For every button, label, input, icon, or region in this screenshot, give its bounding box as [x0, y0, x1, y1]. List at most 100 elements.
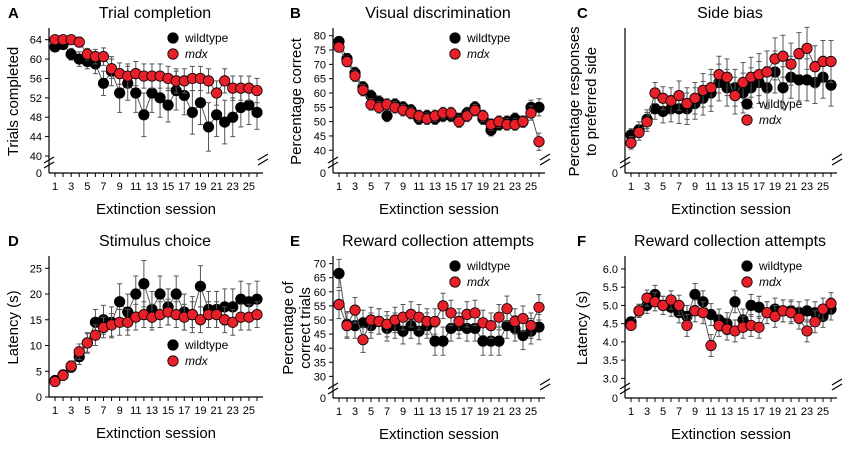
panel-d-legend-mdx-marker: [167, 355, 179, 367]
panel-d-mdx-point: [122, 316, 134, 328]
panel-b-x-tick-label: 7: [384, 181, 390, 193]
panel-a-title: Trial completion: [99, 5, 211, 22]
panel-b-x-tick-label: 9: [400, 181, 406, 193]
panel-e-y-tick-label: 40: [314, 343, 326, 355]
panel-f-y-tick-label: 3.5: [603, 355, 618, 367]
panel-f-mdx-point: [817, 303, 829, 315]
panel-a-legend-mdx-marker: [167, 48, 179, 60]
panel-c-x-axis-label: Extinction session: [671, 201, 791, 218]
panel-e-legend-wildtype-label: wildtype: [466, 259, 511, 273]
panel-a-wildtype-point: [219, 116, 231, 128]
panel-e-wildtype-point: [333, 267, 345, 280]
panel-c-mdx-point: [737, 76, 749, 89]
panel-f-x-tick-label: 25: [817, 406, 829, 418]
panel-b-mdx-point: [525, 107, 537, 119]
panel-f-title: Reward collection attempts: [634, 233, 826, 250]
panel-c-x-tick-label: 21: [785, 181, 797, 193]
panel-c-mdx-point: [681, 97, 693, 110]
panel-d-mdx-point: [65, 360, 77, 372]
panel-d-label: D: [8, 233, 19, 250]
panel-e-x-tick-label: 1: [336, 406, 342, 418]
panel-b-y-break-a: [327, 156, 339, 164]
panel-d-y-tick-label: 20: [30, 289, 42, 301]
panel-f-x-tick-label: 7: [676, 406, 682, 418]
panel-c-legend-wildtype-marker: [741, 98, 753, 110]
panel-e-x-tick-label: 5: [368, 406, 374, 418]
panel-d-mdx-point: [227, 316, 239, 328]
panel-d-mdx-point: [49, 375, 61, 388]
panel-a-x-tick-label: 15: [162, 181, 174, 193]
panel-a-mdx-point: [97, 51, 110, 63]
panel-d-mdx-point: [211, 309, 223, 321]
panel-d-x-tick-label: 19: [194, 405, 206, 417]
panel-a-x-tick-label: 9: [117, 181, 123, 193]
panel-d-x-tick-label: 11: [130, 405, 141, 417]
panel-b-x-tick-label: 11: [413, 181, 424, 193]
panel-f-mdx-point: [801, 325, 813, 337]
panel-b-y-tick-label: 50: [314, 117, 326, 129]
panel-f-y-tick-label: 4.0: [603, 337, 618, 349]
panel-a-y-tick-label: 40: [30, 151, 42, 163]
panel-b-y-tick-label: 75: [314, 45, 326, 57]
panel-e: E Reward collection attempts3035404550556…: [280, 233, 551, 443]
panel-e-legend-wildtype-marker: [449, 260, 461, 272]
panel-b-y-axis-label: Percentage correct: [288, 37, 305, 165]
panel-e-y-axis-label-line: Percentage of: [280, 280, 297, 374]
panel-a-mdx-point: [211, 87, 223, 99]
panel-b-y-tick-label: 40: [314, 145, 326, 157]
panel-f-y-tick-label: 3.0: [603, 373, 618, 385]
panel-b-legend-mdx-marker: [449, 48, 461, 60]
panel-c-y-break-a: [619, 156, 631, 164]
panel-c-mdx-point: [689, 92, 701, 104]
panel-f-x-tick-label: 21: [785, 406, 797, 418]
panel-a-label: A: [8, 5, 19, 22]
panel-c-series-mdx: [625, 26, 837, 150]
panel-a-x-tick-label: 5: [84, 181, 90, 193]
panel-f-mdx-point: [625, 319, 637, 332]
panel-c-x-tick-label: 5: [660, 181, 666, 193]
panel-e-y-axis-label: Percentage ofcorrect trials: [280, 280, 314, 374]
panel-c-mdx-point: [825, 55, 837, 68]
panel-f-x-tick-label: 17: [753, 406, 765, 418]
panel-e-series-mdx: [333, 289, 545, 353]
panel-f-x-break-b: [831, 383, 843, 391]
panel-f-y-axis-label: Latency (s): [574, 291, 591, 365]
panel-e-title: Reward collection attempts: [342, 233, 534, 250]
panel-b-y-tick-label: 65: [314, 74, 326, 86]
panel-d-x-tick-label: 13: [146, 405, 158, 417]
panel-a-x-tick-label: 19: [194, 181, 206, 193]
panel-a-wildtype-point: [243, 99, 255, 111]
panel-f-mdx-point: [785, 307, 797, 319]
panel-a-wildtype-point: [65, 48, 77, 60]
panel-e-x-tick-label: 25: [525, 406, 537, 418]
panel-a-wildtype-point: [202, 121, 215, 133]
panel-a-series-mdx: [49, 34, 263, 106]
panel-b-x-break-b: [539, 158, 551, 166]
panel-b-y-tick-label: 45: [314, 131, 326, 143]
panel-a-mdx-point: [202, 75, 215, 87]
panel-a-y-tick-label: 52: [30, 93, 42, 105]
panel-f-y-tick-label: 6.0: [603, 264, 618, 276]
panel-c-x-tick-label: 25: [817, 181, 829, 193]
panel-a-y-zero-label: 0: [36, 168, 42, 180]
panel-d-wildtype-point: [170, 288, 182, 300]
panel-e-x-tick-label: 17: [461, 406, 473, 418]
panel-f-x-tick-label: 19: [769, 406, 781, 418]
panel-e-y-tick-label: 65: [314, 273, 326, 285]
panel-d-x-tick-label: 1: [52, 405, 58, 417]
panel-d-x-tick-label: 5: [84, 405, 90, 417]
panel-b-mdx-point: [333, 41, 345, 53]
panel-e-y-tick-label: 70: [314, 259, 326, 271]
panel-b-series-mdx: [333, 41, 545, 151]
panel-d-wildtype-point: [154, 288, 166, 300]
panel-b-y-break-b: [327, 161, 339, 169]
panel-a-wildtype-point: [130, 87, 142, 99]
panel-c-mdx-point: [649, 87, 661, 99]
panel-b-legend-mdx-label: mdx: [467, 47, 491, 61]
panel-c-mdx-point: [793, 48, 805, 60]
panel-e-mdx-point: [517, 312, 529, 325]
panel-f-x-tick-label: 13: [721, 406, 733, 418]
